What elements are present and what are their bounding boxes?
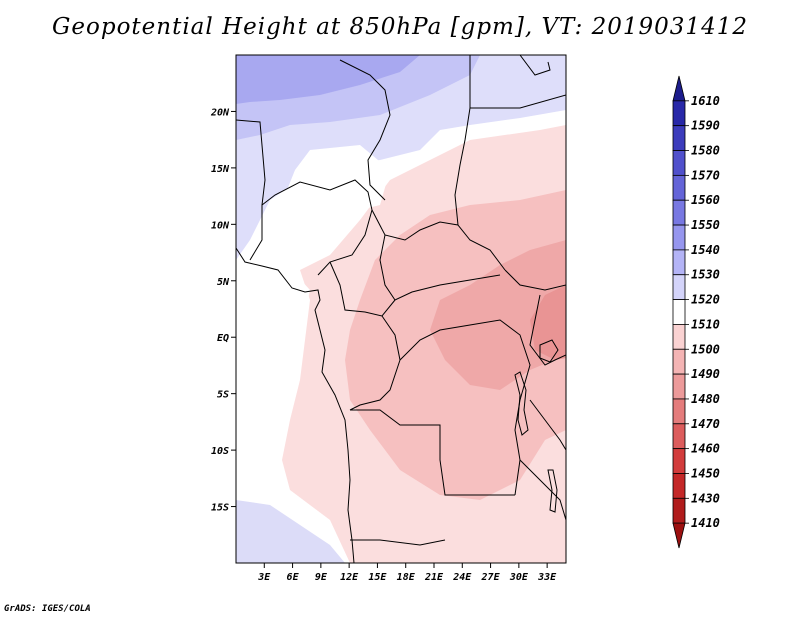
- colorbar-box: [672, 274, 686, 300]
- border-car: [371, 209, 501, 301]
- lon-tick-label: 24E: [452, 572, 472, 583]
- border-east: [519, 294, 566, 521]
- colorbar-box: [672, 324, 686, 350]
- lake-tanganyika: [514, 371, 529, 436]
- colorbar-label: 1570: [691, 168, 720, 182]
- colorbar-label: 1480: [691, 392, 720, 406]
- border-niger-chad: [339, 59, 391, 201]
- colorbar-label: 1410: [691, 516, 720, 530]
- lat-tick-label: 15N: [211, 164, 230, 175]
- colorbar-box: [672, 348, 686, 375]
- colorbar-box: [672, 224, 686, 251]
- colorbar-label: 1540: [691, 243, 720, 257]
- lat-tick-label: EQ: [217, 333, 229, 344]
- border-cameroon-congo: [329, 261, 396, 317]
- lon-tick-label: 3E: [257, 572, 271, 583]
- contour-1540-zone: [236, 55, 420, 104]
- border-nigeria: [261, 179, 373, 276]
- map-title: Geopotential Height at 850hPa [gpm], VT:…: [52, 14, 748, 40]
- contour-1480-zone: [430, 240, 566, 390]
- lat-tick-label: 15S: [211, 503, 229, 514]
- colorbar-box: [672, 398, 686, 425]
- colorbar-box: [672, 174, 686, 201]
- border-chad-sudan: [454, 107, 506, 271]
- colorbar-label: 1500: [691, 342, 720, 356]
- colorbar-box: [672, 125, 686, 151]
- colorbar-box: [672, 497, 686, 524]
- colorbar-label: 1520: [691, 293, 720, 307]
- contour-1470-zone: [530, 285, 566, 360]
- colorbar-label: 1430: [691, 491, 720, 505]
- border-sudan-south: [504, 269, 566, 291]
- colorbar-label: 1460: [691, 442, 720, 456]
- border-red-sea: [519, 55, 551, 76]
- border-drc: [349, 315, 531, 496]
- colorbar-label: 1530: [691, 268, 720, 282]
- colorbar-box: [672, 423, 686, 450]
- colorbar-box: [672, 473, 686, 499]
- lon-tick-label: 27E: [481, 572, 501, 583]
- colorbar-label: 1470: [691, 417, 720, 431]
- colorbar-box: [672, 299, 686, 325]
- colorbar-label: 1610: [691, 94, 720, 108]
- colorbar-label: 1560: [691, 193, 720, 207]
- lon-tick-label: 18E: [397, 572, 416, 583]
- latitude-axis: 20N 15N 10N 5N EQ 5S 10S 15S: [210, 107, 236, 514]
- lat-tick-label: 20N: [210, 107, 230, 118]
- colorbar-box: [672, 150, 686, 176]
- colorbar-box: [672, 249, 686, 276]
- colorbar: 1610 1590 1580 1570 1560 1550 1540 1530 1520 1510…: [672, 75, 720, 549]
- lon-tick-label: 21E: [424, 572, 444, 583]
- lon-tick-label: 33E: [537, 572, 557, 583]
- lat-tick-label: 10N: [211, 220, 230, 231]
- border-west: [236, 119, 266, 261]
- lake-malawi: [547, 469, 558, 513]
- colorbar-box: [672, 448, 686, 474]
- lon-tick-label: 30E: [509, 572, 529, 583]
- lon-tick-label: 15E: [368, 572, 387, 583]
- colorbar-label: 1550: [691, 218, 720, 232]
- colorbar-label: 1580: [691, 144, 720, 158]
- colorbar-label: 1590: [691, 119, 720, 133]
- longitude-axis: 3E 6E 9E 12E 15E 18E 21E 24E 27E 30E 33E: [257, 563, 557, 583]
- colorbar-bottom-triangle: [672, 522, 686, 549]
- colorbar-label: 1490: [691, 367, 720, 381]
- colorbar-label: 1510: [691, 317, 720, 331]
- lat-tick-label: 5N: [217, 277, 230, 288]
- lat-tick-label: 5S: [217, 390, 229, 401]
- colorbar-top-triangle: [672, 75, 686, 102]
- ocean-1510-zone: [236, 265, 310, 480]
- colorbar-box: [672, 100, 686, 127]
- border-angola: [350, 409, 515, 546]
- coastline: [236, 247, 355, 563]
- contour-1510-zone: [285, 145, 390, 215]
- colorbar-box: [672, 199, 686, 226]
- contour-1520-south-zone: [236, 500, 345, 563]
- lon-tick-label: 9E: [315, 572, 328, 583]
- grads-credit: GrADS: IGES/COLA: [4, 604, 91, 614]
- lake-victoria: [539, 339, 559, 363]
- colorbar-box: [672, 373, 686, 400]
- height-field-shading: [236, 55, 566, 563]
- lat-tick-label: 10S: [211, 446, 229, 457]
- lon-tick-label: 6E: [287, 572, 300, 583]
- lon-tick-label: 12E: [340, 572, 359, 583]
- map-frame: [235, 54, 567, 564]
- country-borders: [236, 55, 566, 563]
- colorbar-label: 1450: [691, 466, 720, 480]
